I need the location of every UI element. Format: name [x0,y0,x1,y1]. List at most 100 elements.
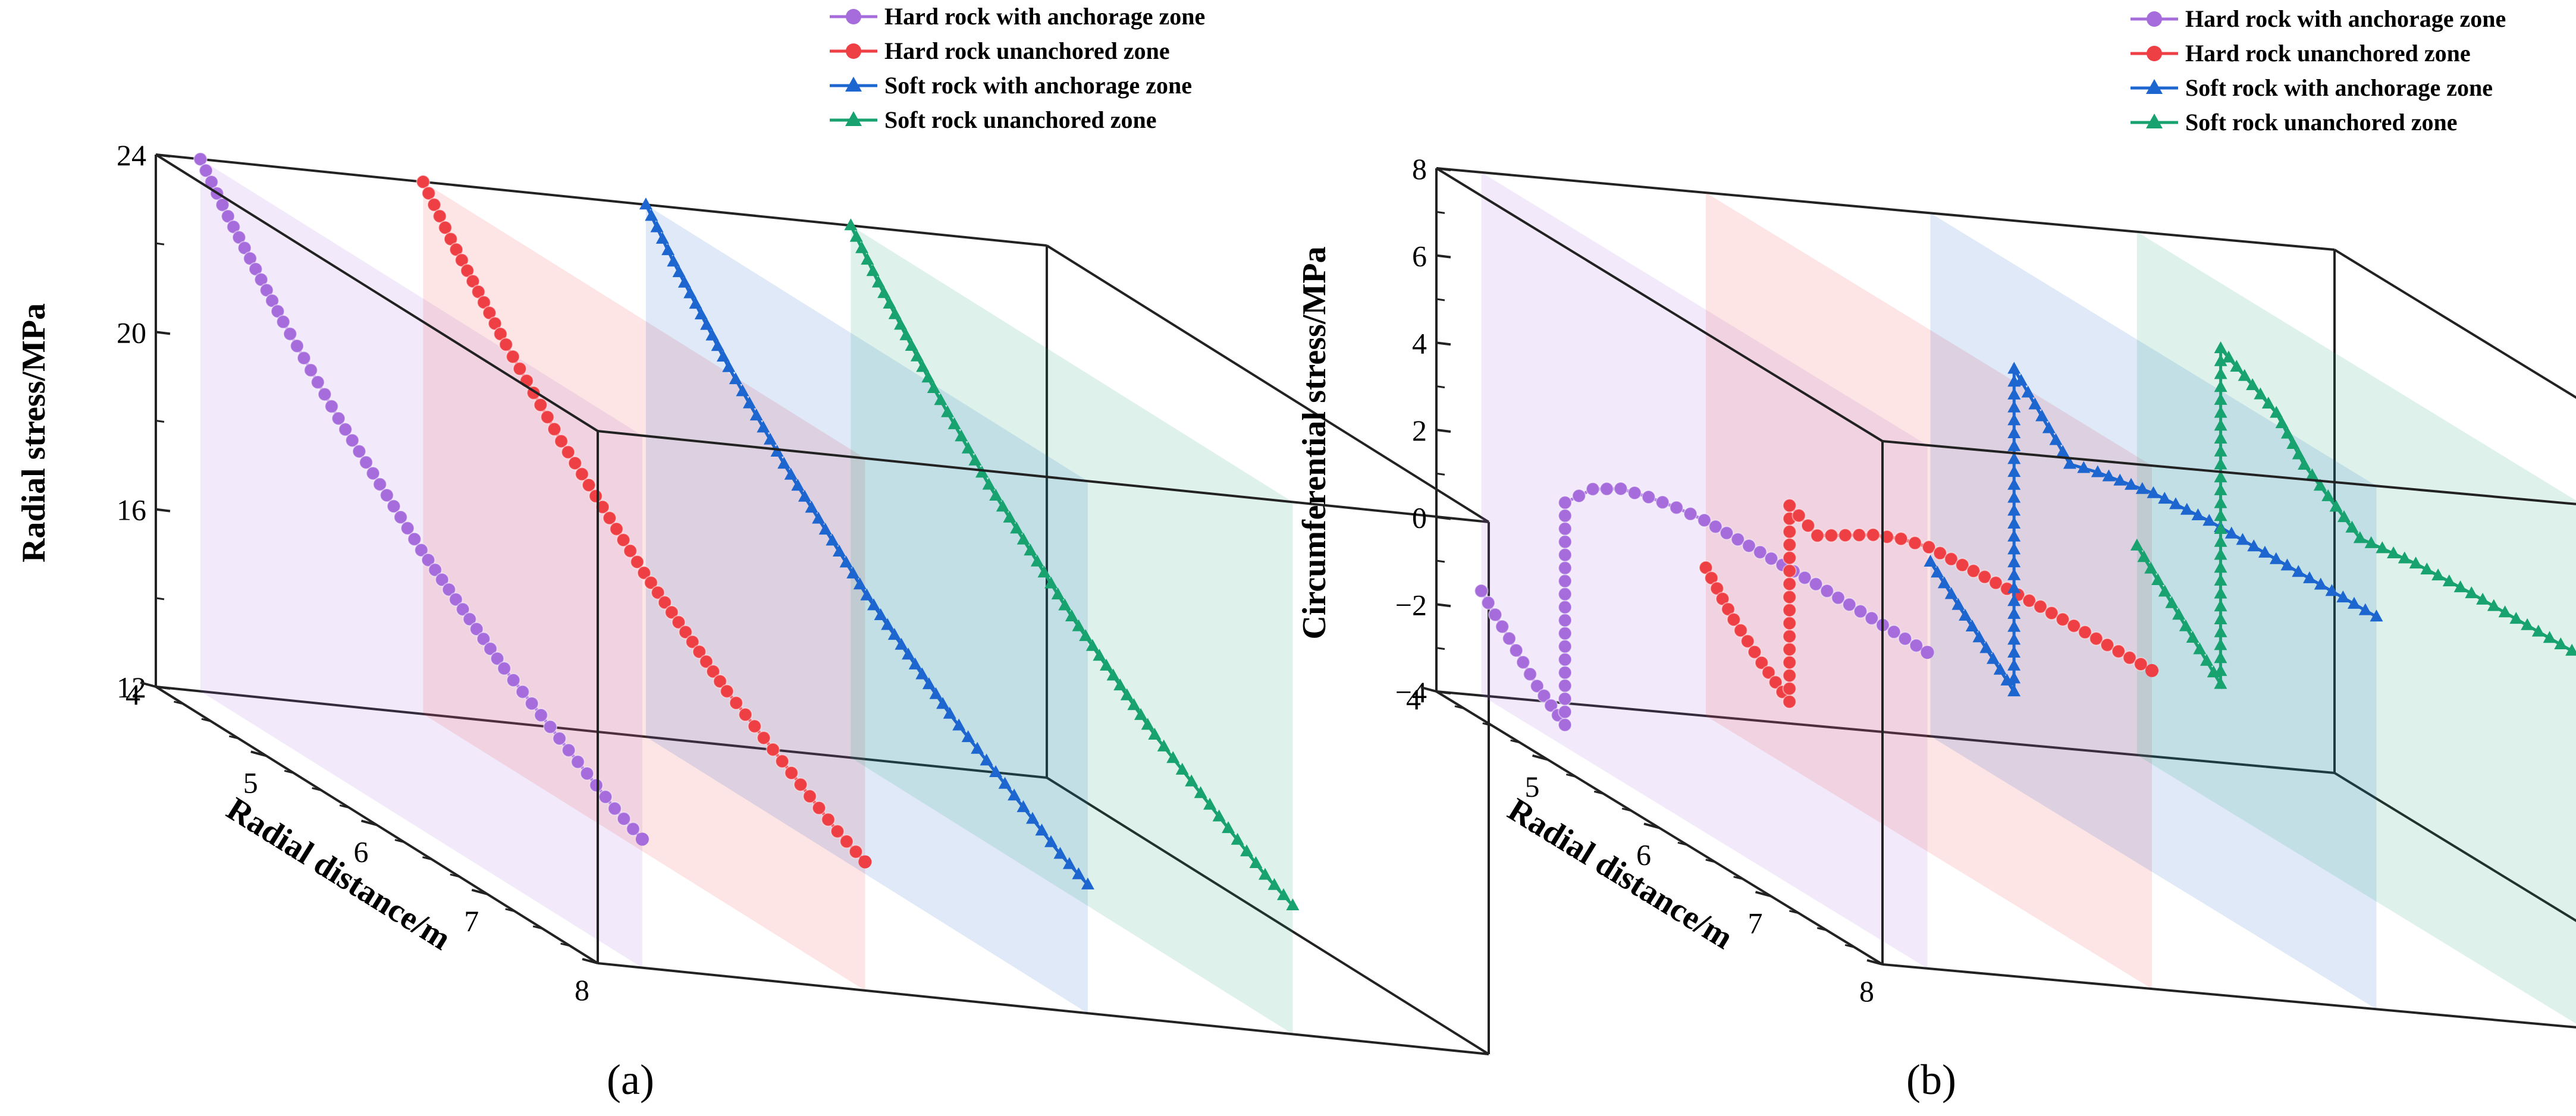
panel-a-point-soft-rock-unanchored-zone [1185,774,1198,787]
panel-b-point-soft-rock-with-anchorage-zone [1965,620,1979,631]
panel-b-point-hard-rock-unanchored-zone [1715,592,1730,606]
panel-a-point-hard-rock-with-anchorage-zone [607,801,622,816]
panel-b-point-soft-rock-with-anchorage-zone [2224,526,2238,539]
panel-a-point-soft-rock-unanchored-zone [905,339,918,351]
panel-a-point-soft-rock-unanchored-zone [1100,658,1113,671]
panel-a-plane-soft-rock-with-anchorage-zone [645,205,1088,1014]
panel-a-point-soft-rock-unanchored-zone [975,466,989,478]
panel-a-point-soft-rock-unanchored-zone [996,499,1009,512]
panel-a-point-hard-rock-unanchored-zone [506,349,520,364]
panel-a-x-tick-label: 4 [125,678,140,711]
panel-a-point-soft-rock-with-anchorage-zone [711,339,724,351]
panel-b-point-hard-rock-unanchored-zone [1782,524,1797,539]
panel-b-point-soft-rock-unanchored-zone [2214,548,2227,560]
panel-b-point-hard-rock-unanchored-zone [1782,694,1797,709]
panel-b-point-soft-rock-unanchored-zone [2292,447,2305,460]
panel-a-plane-soft-rock-unanchored-zone [851,225,1293,1035]
panel-a-point-hard-rock-with-anchorage-zone [616,812,631,826]
panel-a-legend-label: Hard rock with anchorage zone [884,3,1205,30]
panel-b-point-hard-rock-with-anchorage-zone [1627,486,1642,500]
panel-b-y-tick-label: 4 [1412,326,1427,360]
panel-a-point-soft-rock-unanchored-zone [888,307,902,319]
panel-b-series-soft-rock-with-anchorage-zone [1924,361,2383,697]
panel-b-point-soft-rock-with-anchorage-zone [2007,568,2021,580]
panel-b-point-hard-rock-with-anchorage-zone [1558,600,1573,615]
panel-b-point-soft-rock-with-anchorage-zone [2007,542,2021,555]
panel-b-point-hard-rock-unanchored-zone [1944,552,1959,567]
panel-a-point-hard-rock-unanchored-zone [678,625,693,640]
panel-b-point-hard-rock-with-anchorage-zone [1571,489,1586,503]
panel-a-point-hard-rock-unanchored-zone [630,555,645,570]
panel-b-point-hard-rock-unanchored-zone [1721,602,1736,617]
panel-b-point-soft-rock-with-anchorage-zone [1937,576,1951,589]
panel-b-legend-label: Hard rock unanchored zone [2185,40,2471,67]
panel-a-series-planes [200,159,1293,1035]
panel-a-point-soft-rock-with-anchorage-zone [895,637,908,650]
panel-b-point-soft-rock-unanchored-zone [2214,677,2227,689]
panel-a-point-soft-rock-with-anchorage-zone [952,718,966,731]
panel-b-circumferential-stress-chart: −4 −2 0 2 4 6 8 4 5 6 7 8 Circumferential stress/MPa… [1296,5,2576,1029]
panel-a-point-soft-rock-unanchored-zone [899,328,913,341]
panel-b-point-hard-rock-unanchored-zone [1747,645,1762,659]
panel-a-point-soft-rock-with-anchorage-zone [667,254,680,267]
panel-b-point-soft-rock-unanchored-zone [2476,592,2490,605]
panel-a-point-hard-rock-unanchored-zone [512,361,527,376]
panel-b-point-hard-rock-unanchored-zone [2056,612,2070,627]
panel-a-point-hard-rock-with-anchorage-zone [407,532,422,546]
panel-b-point-soft-rock-with-anchorage-zone [2180,502,2194,515]
panel-b-point-soft-rock-unanchored-zone [2165,596,2179,608]
panel-a-point-soft-rock-unanchored-zone [877,286,891,298]
panel-a-y-tick-label: 16 [117,493,146,527]
panel-a-point-hard-rock-with-anchorage-zone [221,209,236,224]
panel-b-point-soft-rock-with-anchorage-zone [2336,590,2350,603]
panel-b-point-soft-rock-with-anchorage-zone [2007,633,2021,645]
panel-b-point-soft-rock-with-anchorage-zone [2147,486,2160,498]
panel-b-point-soft-rock-unanchored-zone [2214,496,2227,508]
panel-b-point-hard-rock-with-anchorage-zone [1887,624,1902,639]
panel-b-y-ticks: −4 −2 0 2 4 6 8 [1395,152,1451,709]
panel-a-plane-hard-rock-unanchored-zone [423,181,865,991]
panel-a-point-hard-rock-unanchored-zone [449,242,464,257]
panel-b-point-soft-rock-with-anchorage-zone [2007,646,2021,658]
panel-b-point-soft-rock-with-anchorage-zone [2007,465,2021,477]
panel-b-point-hard-rock-unanchored-zone [1988,576,2003,590]
panel-b-point-hard-rock-unanchored-zone [1880,529,1894,544]
panel-a-point-soft-rock-with-anchorage-zone [683,286,697,298]
panel-b-point-hard-rock-unanchored-zone [2100,637,2114,652]
panel-a-point-soft-rock-unanchored-zone [1072,619,1085,631]
panel-a-point-hard-rock-unanchored-zone [609,521,624,536]
panel-b-point-soft-rock-with-anchorage-zone [2007,504,2021,516]
panel-a-point-soft-rock-unanchored-zone [1120,688,1134,700]
panel-a-point-hard-rock-with-anchorage-zone [462,612,477,627]
panel-b-point-soft-rock-with-anchorage-zone [2202,514,2216,526]
panel-b-point-hard-rock-with-anchorage-zone [1683,507,1698,521]
panel-a-point-soft-rock-with-anchorage-zone [1081,877,1094,889]
panel-a-point-soft-rock-unanchored-zone [883,297,896,309]
panel-b-point-soft-rock-unanchored-zone [2442,574,2456,587]
panel-a-point-hard-rock-unanchored-zone [421,186,436,201]
panel-a-point-hard-rock-with-anchorage-zone [490,651,505,666]
panel-a-point-hard-rock-unanchored-zone [812,800,826,815]
panel-b-point-hard-rock-with-anchorage-zone [1613,482,1628,496]
panel-b-point-hard-rock-with-anchorage-zone [1586,482,1600,496]
panel-b-point-soft-rock-unanchored-zone [2531,624,2545,637]
panel-a-point-hard-rock-with-anchorage-zone [199,163,214,178]
panel-b-point-soft-rock-with-anchorage-zone [2007,684,2021,697]
panel-b-point-soft-rock-with-anchorage-zone [2015,373,2028,386]
panel-a-point-soft-rock-with-anchorage-zone [833,545,846,557]
panel-a-point-hard-rock-with-anchorage-zone [469,622,484,636]
panel-a-point-soft-rock-with-anchorage-zone [989,765,1003,777]
panel-b-point-soft-rock-unanchored-zone [2337,510,2351,523]
panel-a-point-hard-rock-with-anchorage-zone [589,778,604,793]
panel-a-point-hard-rock-with-anchorage-zone [534,708,548,722]
panel-a-point-hard-rock-with-anchorage-zone [248,262,263,276]
panel-a-point-hard-rock-with-anchorage-zone [372,477,387,492]
panel-b-point-soft-rock-unanchored-zone [2409,557,2423,569]
panel-b-point-hard-rock-unanchored-zone [1782,564,1797,579]
panel-a-point-hard-rock-unanchored-zone [575,467,589,482]
panel-b-series-hard-rock-unanchored-zone [1699,498,2158,709]
panel-a-point-soft-rock-with-anchorage-zone [749,408,763,421]
panel-b-point-soft-rock-with-anchorage-zone [2191,508,2205,520]
panel-b-point-hard-rock-with-anchorage-zone [1558,535,1573,549]
panel-b-point-hard-rock-unanchored-zone [2066,618,2081,633]
